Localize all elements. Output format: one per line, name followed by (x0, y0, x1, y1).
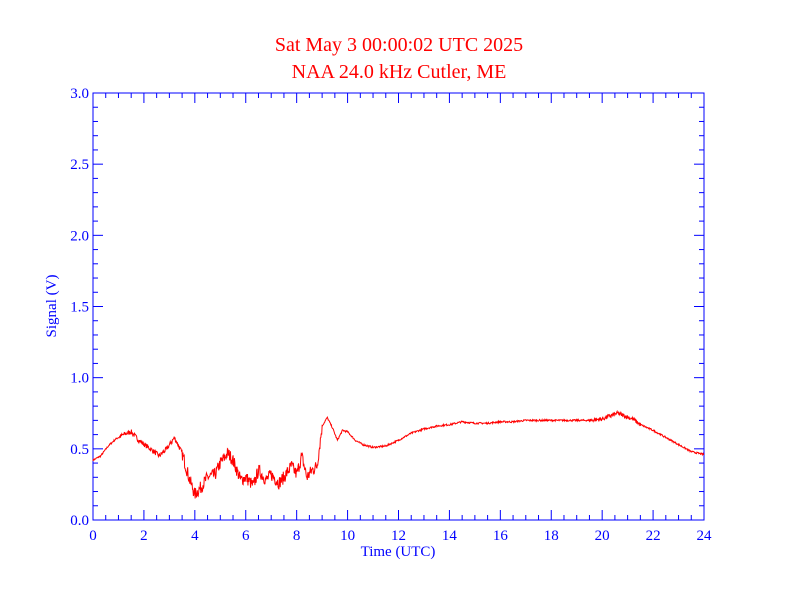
y-axis-ticks (93, 92, 704, 521)
y-tick-label: 0.0 (70, 513, 89, 529)
signal-series-line (92, 409, 705, 499)
y-tick-label: 1.5 (70, 300, 89, 316)
x-axis-ticks (92, 93, 705, 520)
x-axis-label: Time (UTC) (361, 544, 436, 560)
chart-subtitle: NAA 24.0 kHz Cutler, ME (292, 61, 507, 83)
x-tick-label: 2 (140, 528, 148, 544)
x-tick-label: 8 (293, 528, 301, 544)
y-tick-label: 2.5 (70, 157, 89, 173)
x-tick-label: 16 (493, 528, 509, 544)
y-tick-label: 1.0 (70, 371, 89, 387)
x-tick-label: 12 (391, 528, 406, 544)
y-tick-label: 2.0 (70, 228, 89, 244)
x-tick-label: 4 (191, 528, 199, 544)
x-tick-label: 6 (242, 528, 250, 544)
x-axis-tick-labels: 0 2 4 6 8 10 12 14 16 18 20 22 24 (89, 528, 712, 544)
y-tick-label: 3.0 (70, 86, 89, 102)
y-tick-label: 0.5 (70, 442, 89, 458)
x-tick-label: 0 (89, 528, 97, 544)
x-tick-label: 20 (595, 528, 610, 544)
y-axis-label: Signal (V) (44, 275, 60, 338)
chart-title: Sat May 3 00:00:02 UTC 2025 (275, 34, 523, 56)
x-tick-label: 10 (340, 528, 355, 544)
y-axis-tick-labels: 0.0 0.5 1.0 1.5 2.0 2.5 3.0 (70, 86, 89, 529)
x-tick-label: 14 (442, 528, 458, 544)
x-tick-label: 22 (646, 528, 661, 544)
x-tick-label: 24 (697, 528, 713, 544)
x-tick-label: 18 (544, 528, 559, 544)
